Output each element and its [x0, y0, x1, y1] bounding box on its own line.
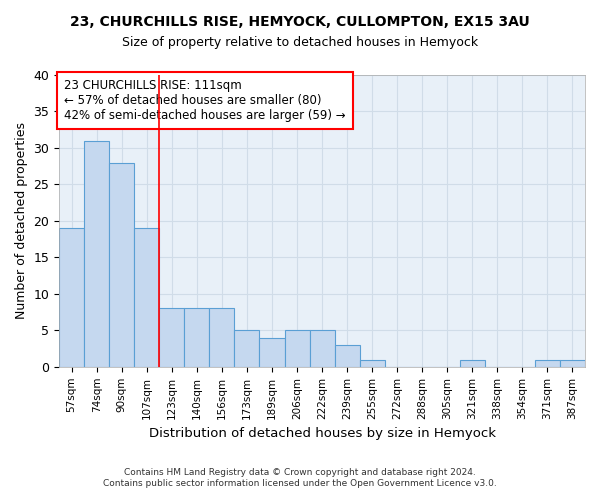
Bar	[160, 308, 184, 367]
Text: 23, CHURCHILLS RISE, HEMYOCK, CULLOMPTON, EX15 3AU: 23, CHURCHILLS RISE, HEMYOCK, CULLOMPTON…	[70, 16, 530, 30]
Bar	[310, 330, 335, 367]
Bar	[359, 360, 385, 367]
Text: Contains HM Land Registry data © Crown copyright and database right 2024.
Contai: Contains HM Land Registry data © Crown c…	[103, 468, 497, 487]
Bar	[335, 345, 359, 367]
Bar	[560, 360, 585, 367]
Bar	[134, 228, 160, 367]
Bar	[184, 308, 209, 367]
X-axis label: Distribution of detached houses by size in Hemyock: Distribution of detached houses by size …	[149, 427, 496, 440]
Text: 23 CHURCHILLS RISE: 111sqm
← 57% of detached houses are smaller (80)
42% of semi: 23 CHURCHILLS RISE: 111sqm ← 57% of deta…	[64, 80, 346, 122]
Bar	[209, 308, 235, 367]
Bar	[284, 330, 310, 367]
Bar	[59, 228, 84, 367]
Bar	[460, 360, 485, 367]
Bar	[235, 330, 259, 367]
Y-axis label: Number of detached properties: Number of detached properties	[15, 122, 28, 320]
Bar	[535, 360, 560, 367]
Bar	[84, 140, 109, 367]
Text: Size of property relative to detached houses in Hemyock: Size of property relative to detached ho…	[122, 36, 478, 49]
Bar	[109, 162, 134, 367]
Bar	[259, 338, 284, 367]
